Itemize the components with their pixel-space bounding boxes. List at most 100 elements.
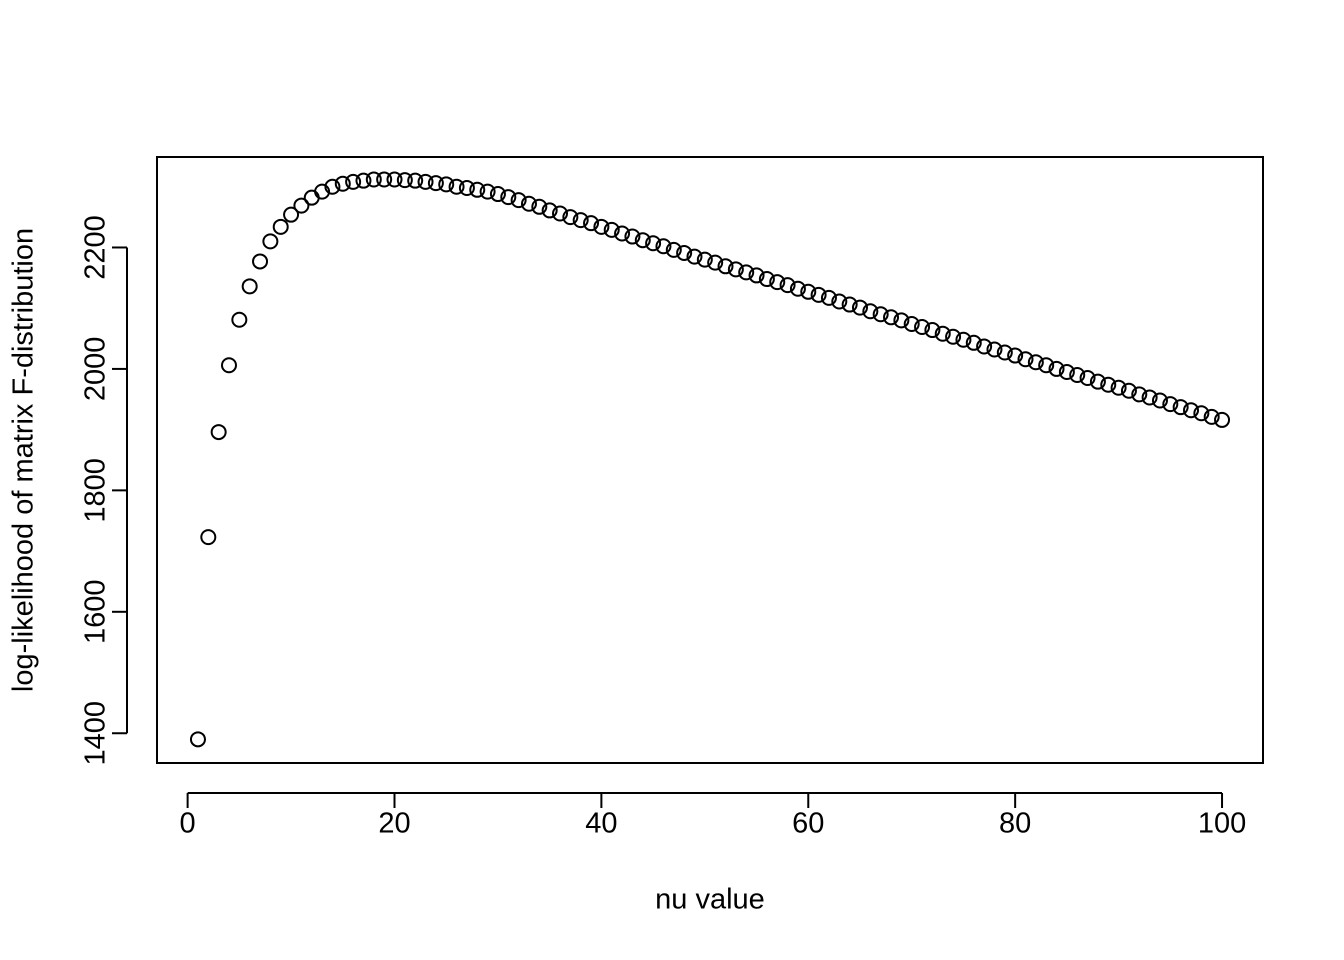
x-tick-label: 60 <box>792 808 824 840</box>
point <box>914 319 931 336</box>
y-tick-label: 2200 <box>80 215 112 280</box>
point <box>820 289 837 306</box>
point <box>189 731 206 748</box>
y-tick-label: 1400 <box>80 701 112 766</box>
point <box>469 181 486 198</box>
point <box>1151 392 1168 409</box>
point <box>1193 405 1210 422</box>
x-tick-label: 20 <box>378 808 410 840</box>
point <box>893 312 910 329</box>
point <box>334 175 351 192</box>
point <box>593 218 610 235</box>
point <box>996 344 1013 361</box>
point <box>252 253 269 270</box>
point <box>1141 389 1158 406</box>
point <box>1079 370 1096 387</box>
point <box>748 267 765 284</box>
point <box>210 424 227 441</box>
point <box>1203 408 1220 425</box>
point <box>862 303 879 320</box>
point <box>965 334 982 351</box>
point <box>231 311 248 328</box>
point <box>1027 354 1044 371</box>
point <box>789 280 806 297</box>
point <box>417 173 434 190</box>
point <box>283 206 300 223</box>
point <box>851 299 868 316</box>
x-tick-label: 0 <box>180 808 196 840</box>
point <box>955 331 972 348</box>
point <box>1120 382 1137 399</box>
point <box>552 205 569 222</box>
point <box>1017 351 1034 368</box>
y-tick-label: 1800 <box>80 458 112 523</box>
point <box>479 183 496 200</box>
point <box>624 228 641 245</box>
point <box>831 293 848 310</box>
point <box>976 338 993 355</box>
point <box>314 183 331 200</box>
point <box>872 306 889 323</box>
point <box>510 192 527 209</box>
point <box>841 296 858 313</box>
point <box>458 179 475 196</box>
point <box>1131 386 1148 403</box>
point <box>324 178 341 195</box>
point <box>707 254 724 271</box>
y-axis-title: log-likelihood of matrix F-distribution <box>8 228 40 692</box>
point <box>303 189 320 206</box>
point <box>541 202 558 219</box>
y-tick-label: 2000 <box>80 337 112 402</box>
point <box>934 325 951 342</box>
point <box>407 172 424 189</box>
point <box>520 195 537 212</box>
point <box>1162 396 1179 413</box>
point <box>272 218 289 235</box>
x-tick-label: 80 <box>999 808 1031 840</box>
point <box>200 529 217 546</box>
point <box>986 341 1003 358</box>
point <box>924 322 941 339</box>
point <box>727 261 744 278</box>
point <box>293 197 310 214</box>
point <box>500 189 517 206</box>
point <box>903 315 920 332</box>
point <box>676 244 693 261</box>
point <box>1214 411 1231 428</box>
point <box>1110 379 1127 396</box>
point <box>262 233 279 250</box>
point <box>438 176 455 193</box>
point <box>779 277 796 294</box>
point <box>489 186 506 203</box>
point <box>1100 376 1117 393</box>
point <box>427 175 444 192</box>
point <box>241 278 258 295</box>
point <box>665 241 682 258</box>
point <box>1007 347 1024 364</box>
point <box>1183 402 1200 419</box>
point <box>883 309 900 326</box>
point <box>1172 399 1189 416</box>
point <box>1069 366 1086 383</box>
point <box>800 283 817 300</box>
x-axis-title: nu value <box>655 884 765 916</box>
point <box>769 274 786 291</box>
point <box>810 286 827 303</box>
point <box>655 238 672 255</box>
y-tick-label: 1600 <box>80 580 112 645</box>
point <box>686 248 703 265</box>
point <box>603 221 620 238</box>
point <box>583 215 600 232</box>
point <box>634 232 651 249</box>
point <box>448 178 465 195</box>
point <box>696 251 713 268</box>
point <box>572 212 589 229</box>
x-tick-label: 40 <box>585 808 617 840</box>
point <box>1089 373 1106 390</box>
point <box>1048 360 1065 377</box>
point <box>1038 357 1055 374</box>
point <box>376 171 393 188</box>
point <box>365 171 382 188</box>
